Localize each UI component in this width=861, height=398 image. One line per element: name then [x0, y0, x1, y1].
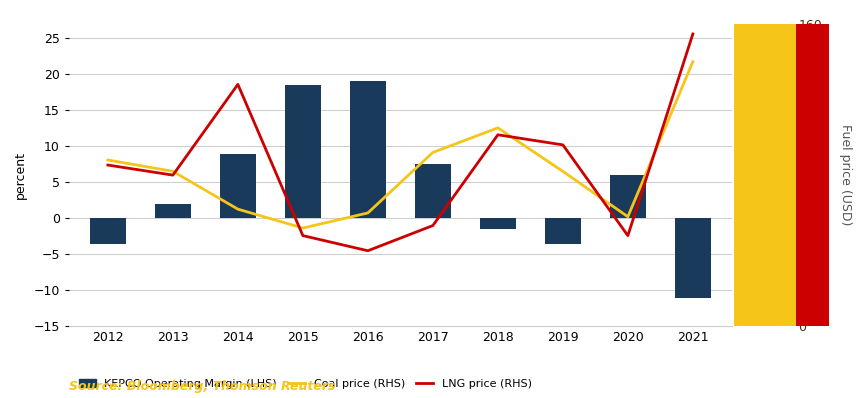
Text: Source: Bloomberg, Thomson Reuters: Source: Bloomberg, Thomson Reuters — [69, 380, 336, 393]
Bar — [90, 219, 126, 244]
Bar — [285, 85, 321, 219]
Bar — [545, 219, 580, 244]
Bar — [220, 154, 256, 219]
Legend: KEPCO Operating Margin (LHS), Coal price (RHS), LNG price (RHS): KEPCO Operating Margin (LHS), Coal price… — [74, 374, 536, 393]
Bar — [155, 204, 191, 219]
Text: Fuel price (USD): Fuel price (USD) — [839, 125, 852, 226]
Bar — [480, 219, 516, 229]
Bar — [675, 219, 710, 298]
Bar — [415, 164, 451, 219]
Bar — [610, 175, 646, 219]
Y-axis label: percent: percent — [14, 151, 27, 199]
Bar — [350, 82, 386, 219]
